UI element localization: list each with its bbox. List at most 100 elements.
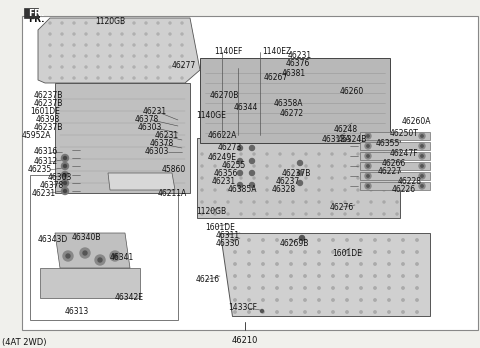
Circle shape: [248, 239, 250, 241]
Circle shape: [305, 177, 307, 179]
Circle shape: [145, 55, 147, 57]
Circle shape: [253, 153, 255, 155]
Circle shape: [318, 141, 320, 143]
Circle shape: [157, 55, 159, 57]
Text: 46255: 46255: [222, 160, 246, 169]
Text: (4AT 2WD): (4AT 2WD): [2, 338, 47, 347]
Circle shape: [396, 165, 398, 167]
Circle shape: [396, 177, 398, 179]
Text: 46376: 46376: [286, 60, 311, 69]
Text: 46344: 46344: [234, 103, 258, 112]
Circle shape: [133, 22, 135, 24]
Circle shape: [318, 311, 320, 313]
Circle shape: [276, 263, 278, 265]
Circle shape: [396, 189, 398, 191]
Circle shape: [305, 201, 307, 203]
Circle shape: [383, 189, 385, 191]
Circle shape: [332, 263, 334, 265]
Circle shape: [276, 287, 278, 289]
Circle shape: [262, 311, 264, 313]
Circle shape: [227, 141, 229, 143]
Circle shape: [66, 254, 70, 258]
Circle shape: [346, 275, 348, 277]
Circle shape: [109, 55, 111, 57]
Circle shape: [181, 66, 183, 68]
Circle shape: [97, 22, 99, 24]
Circle shape: [402, 299, 404, 301]
Text: 1140EF: 1140EF: [214, 47, 242, 56]
Circle shape: [98, 258, 102, 262]
Circle shape: [266, 165, 268, 167]
Circle shape: [201, 153, 203, 155]
Text: 46324B: 46324B: [338, 135, 367, 144]
Circle shape: [157, 77, 159, 79]
Circle shape: [304, 275, 306, 277]
Bar: [30, 175, 178, 320]
Circle shape: [360, 275, 362, 277]
Circle shape: [279, 213, 281, 215]
Text: 1140GE: 1140GE: [196, 111, 226, 120]
Text: 46356: 46356: [214, 168, 239, 177]
Text: 46340B: 46340B: [72, 234, 101, 243]
Circle shape: [133, 77, 135, 79]
Circle shape: [290, 263, 292, 265]
Circle shape: [416, 251, 418, 253]
Text: 46385A: 46385A: [228, 185, 257, 195]
Circle shape: [201, 141, 203, 143]
Circle shape: [357, 189, 359, 191]
Circle shape: [240, 201, 242, 203]
Circle shape: [360, 251, 362, 253]
Circle shape: [374, 311, 376, 313]
Circle shape: [357, 165, 359, 167]
Circle shape: [365, 163, 371, 169]
Text: 46250T: 46250T: [390, 128, 419, 137]
Circle shape: [421, 165, 423, 167]
Text: 46248: 46248: [334, 126, 358, 134]
Circle shape: [318, 287, 320, 289]
Circle shape: [344, 201, 346, 203]
Circle shape: [318, 263, 320, 265]
Circle shape: [121, 44, 123, 46]
Circle shape: [250, 171, 254, 175]
Circle shape: [374, 239, 376, 241]
Circle shape: [370, 189, 372, 191]
Circle shape: [61, 22, 63, 24]
Circle shape: [61, 180, 69, 187]
Circle shape: [292, 165, 294, 167]
Circle shape: [370, 177, 372, 179]
Circle shape: [266, 213, 268, 215]
Circle shape: [305, 141, 307, 143]
Circle shape: [383, 177, 385, 179]
Circle shape: [419, 183, 425, 189]
Circle shape: [298, 181, 302, 185]
Circle shape: [113, 254, 117, 258]
Circle shape: [253, 213, 255, 215]
Circle shape: [367, 165, 369, 167]
Circle shape: [346, 251, 348, 253]
Circle shape: [181, 44, 183, 46]
Text: 46226: 46226: [392, 185, 416, 195]
Circle shape: [292, 201, 294, 203]
Text: 46228: 46228: [398, 176, 422, 185]
Polygon shape: [24, 8, 38, 18]
Circle shape: [374, 299, 376, 301]
Circle shape: [346, 263, 348, 265]
Circle shape: [133, 66, 135, 68]
Circle shape: [416, 239, 418, 241]
Circle shape: [248, 263, 250, 265]
Circle shape: [332, 239, 334, 241]
Circle shape: [331, 153, 333, 155]
Circle shape: [279, 141, 281, 143]
Circle shape: [250, 145, 254, 150]
Polygon shape: [38, 18, 200, 83]
Circle shape: [49, 44, 51, 46]
Circle shape: [85, 77, 87, 79]
Circle shape: [318, 213, 320, 215]
Circle shape: [80, 248, 90, 258]
Circle shape: [234, 263, 236, 265]
Circle shape: [344, 177, 346, 179]
Circle shape: [360, 299, 362, 301]
Text: 46316: 46316: [34, 148, 58, 157]
Circle shape: [290, 275, 292, 277]
Circle shape: [121, 66, 123, 68]
